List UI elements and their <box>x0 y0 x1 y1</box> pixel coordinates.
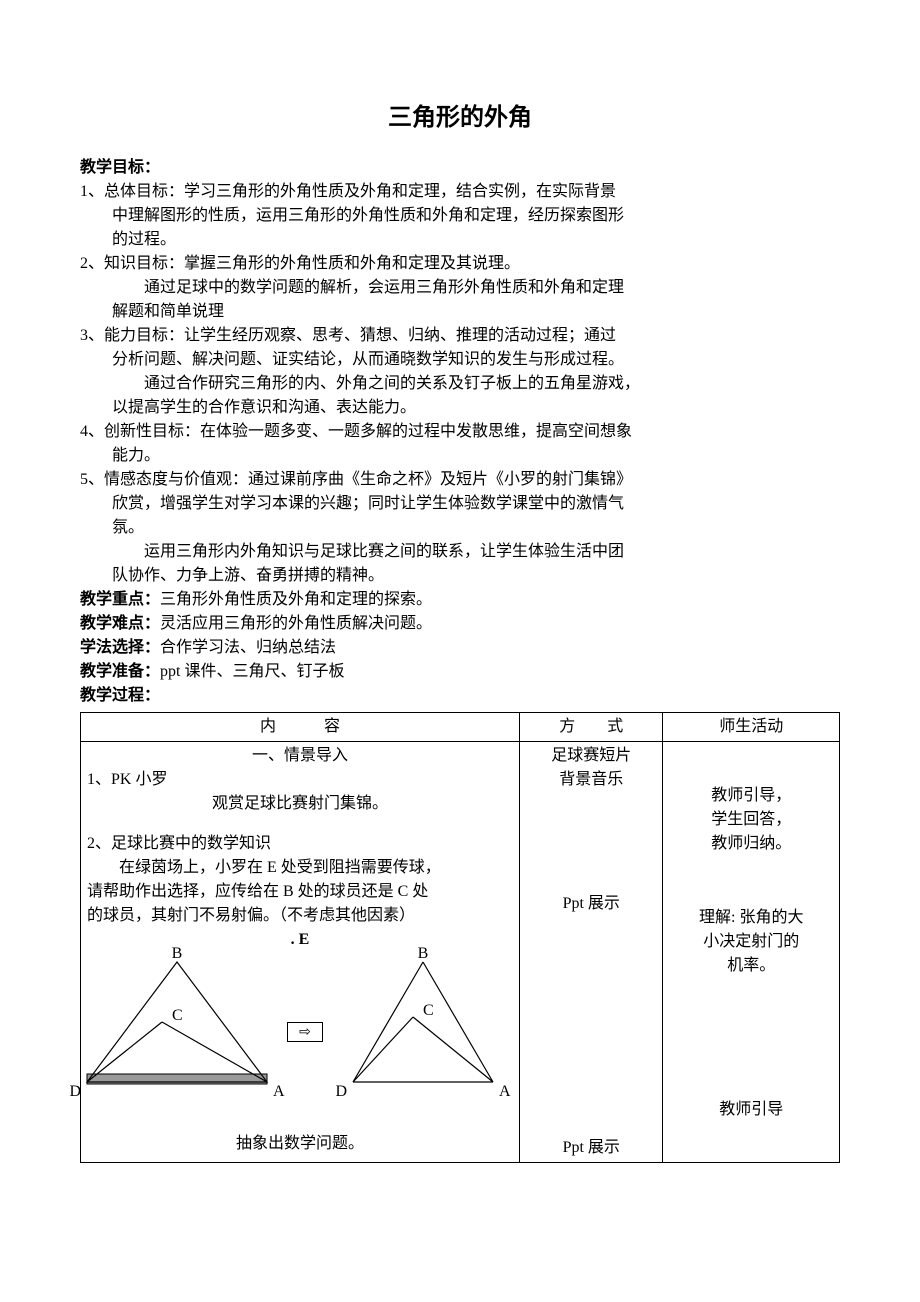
cell-content: 一、情景导入 1、PK 小罗 观赏足球比赛射门集锦。 2、足球比赛中的数学知识 … <box>81 742 520 1163</box>
obj3-line4: 以提高学生的合作意识和沟通、表达能力。 <box>80 396 840 420</box>
mode1: 足球赛短片 <box>526 744 656 768</box>
svg-text:D: D <box>335 1083 347 1100</box>
obj1-line1: 1、总体目标：学习三角形的外角性质及外角和定理，结合实例，在实际背景 <box>80 180 840 204</box>
difficulty-label: 教学难点： <box>80 615 160 632</box>
triangle-right-icon: B C D A <box>333 962 513 1102</box>
mode3: Ppt 展示 <box>526 892 656 916</box>
triangle-left-icon: B C D A <box>87 962 277 1102</box>
mode4: Ppt 展示 <box>526 1136 656 1160</box>
act4c: 机率。 <box>669 954 833 978</box>
svg-text:C: C <box>172 1007 183 1024</box>
obj5-line1: 5、情感态度与价值观：通过课前序曲《生命之杯》及短片《小罗的射门集锦》 <box>80 468 840 492</box>
obj4-line1: 4、创新性目标：在体验一题多变、一题多解的过程中发散思维，提高空间想象 <box>80 420 840 444</box>
obj5-line2: 欣赏，增强学生对学习本课的兴趣；同时让学生体验数学课堂中的激情气 <box>80 492 840 516</box>
process-label: 教学过程： <box>80 687 160 704</box>
p2c: 的球员，其射门不易射偏。（不考虑其他因素） <box>87 904 513 928</box>
act3: 教师归纳。 <box>669 832 833 856</box>
p2b: 请帮助作出选择，应传给在 B 处的球员还是 C 处 <box>87 880 513 904</box>
cell-activity: 教师引导， 学生回答， 教师归纳。 理解: 张角的大 小决定射门的 机率。 教师… <box>663 742 840 1163</box>
obj1-line3: 的过程。 <box>80 228 840 252</box>
obj5-line4: 运用三角形内外角知识与足球比赛之间的联系，让学生体验生活中团 <box>80 540 840 564</box>
obj2-line2: 通过足球中的数学问题的解析，会运用三角形外角性质和外角和定理 <box>80 276 840 300</box>
svg-text:B: B <box>418 945 429 962</box>
process-table: 内 容 方 式 师生活动 一、情景导入 1、PK 小罗 观赏足球比赛射门集锦。 … <box>80 712 840 1163</box>
section-intro: 一、情景导入 <box>87 744 513 768</box>
obj3-line1: 3、能力目标：让学生经历观察、思考、猜想、归纳、推理的活动过程；通过 <box>80 324 840 348</box>
obj3-line3: 通过合作研究三角形的内、外角之间的关系及钉子板上的五角星游戏， <box>80 372 840 396</box>
objectives-section: 教学目标： 1、总体目标：学习三角形的外角性质及外角和定理，结合实例，在实际背景… <box>80 156 840 588</box>
svg-text:A: A <box>499 1083 511 1100</box>
svg-text:B: B <box>172 945 183 962</box>
cell-mode: 足球赛短片 背景音乐 Ppt 展示 Ppt 展示 <box>520 742 663 1163</box>
obj4-line2: 能力。 <box>80 444 840 468</box>
act4a: 理解: 张角的大 <box>669 906 833 930</box>
abstract-line: 抽象出数学问题。 <box>87 1132 513 1156</box>
keypoint-label: 教学重点： <box>80 591 160 608</box>
act2: 学生回答， <box>669 808 833 832</box>
svg-text:A: A <box>273 1083 285 1100</box>
act4b: 小决定射门的 <box>669 930 833 954</box>
obj2-line1: 2、知识目标：掌握三角形的外角性质和外角和定理及其说理。 <box>80 252 840 276</box>
difficulty-text: 灵活应用三角形的外角性质解决问题。 <box>160 615 432 632</box>
keypoint-text: 三角形外角性质及外角和定理的探索。 <box>160 591 432 608</box>
th-mode: 方 式 <box>520 713 663 742</box>
obj2-line3: 解题和简单说理 <box>80 300 840 324</box>
arrow-icon: ⇨ <box>287 1022 323 1042</box>
th-content: 内 容 <box>81 713 520 742</box>
th-activity: 师生活动 <box>663 713 840 742</box>
mode2: 背景音乐 <box>526 768 656 792</box>
objective-label: 教学目标： <box>80 159 160 176</box>
obj1-line2: 中理解图形的性质，运用三角形的外角性质和外角和定理，经历探索图形 <box>80 204 840 228</box>
prep-label: 教学准备： <box>80 663 160 680</box>
svg-text:D: D <box>69 1083 81 1100</box>
act1: 教师引导， <box>669 784 833 808</box>
diagram: B C D A ⇨ B C D A <box>87 962 513 1102</box>
prep-text: ppt 课件、三角尺、钉子板 <box>160 663 344 680</box>
obj5-line3: 氛。 <box>80 516 840 540</box>
p1: 1、PK 小罗 <box>87 768 513 792</box>
page-title: 三角形的外角 <box>80 100 840 136</box>
p1a: 观赏足球比赛射门集锦。 <box>87 792 513 816</box>
point-e: . E <box>87 928 513 952</box>
act5: 教师引导 <box>669 1098 833 1122</box>
p2: 2、足球比赛中的数学知识 <box>87 832 513 856</box>
svg-text:C: C <box>423 1002 434 1019</box>
obj5-line5: 队协作、力争上游、奋勇拼搏的精神。 <box>80 564 840 588</box>
obj3-line2: 分析问题、解决问题、证实结论，从而通晓数学知识的发生与形成过程。 <box>80 348 840 372</box>
method-label: 学法选择： <box>80 639 160 656</box>
p2a: 在绿茵场上，小罗在 E 处受到阻挡需要传球， <box>87 856 513 880</box>
method-text: 合作学习法、归纳总结法 <box>160 639 336 656</box>
